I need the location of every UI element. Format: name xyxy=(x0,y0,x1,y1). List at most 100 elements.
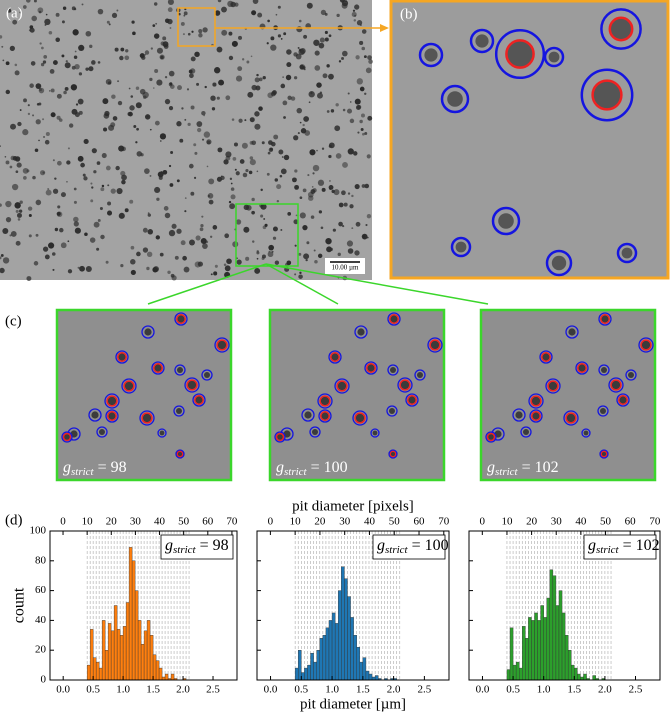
pit xyxy=(103,113,110,119)
pit xyxy=(366,213,372,219)
x2-tick-label: 0 xyxy=(268,516,274,528)
bar xyxy=(101,620,106,681)
pit xyxy=(85,30,92,37)
pit xyxy=(91,60,96,65)
pit xyxy=(256,73,259,77)
pit xyxy=(364,183,370,189)
pit xyxy=(628,372,634,378)
pit xyxy=(313,249,316,252)
bar xyxy=(331,612,336,681)
pit xyxy=(159,430,165,436)
x-tick-label: 1.0 xyxy=(116,684,130,696)
pit xyxy=(100,187,105,192)
pit xyxy=(342,108,346,112)
pit xyxy=(275,13,278,16)
pit xyxy=(101,153,107,159)
detection-inner xyxy=(591,79,623,111)
pit xyxy=(194,51,200,58)
pit xyxy=(389,408,395,414)
pit xyxy=(203,114,205,117)
pit xyxy=(229,177,233,181)
pit xyxy=(32,114,35,117)
pit xyxy=(130,259,136,265)
pit xyxy=(356,78,363,85)
pit xyxy=(578,364,586,372)
detection xyxy=(173,405,185,417)
pit xyxy=(209,235,213,238)
detection-inner xyxy=(366,363,376,373)
pit xyxy=(52,252,56,256)
pit xyxy=(249,117,255,123)
pit xyxy=(593,81,621,109)
pit xyxy=(27,206,33,211)
pit xyxy=(99,429,105,435)
pit xyxy=(54,227,59,232)
pit xyxy=(2,59,5,62)
detection-inner xyxy=(107,411,117,421)
detection xyxy=(121,378,137,394)
pit xyxy=(263,217,266,220)
pit xyxy=(326,246,332,253)
pit xyxy=(475,34,489,48)
bar xyxy=(316,650,320,681)
pit xyxy=(287,212,292,216)
pit xyxy=(97,218,101,222)
pit xyxy=(29,83,34,88)
symbol: g xyxy=(588,537,596,554)
pit xyxy=(307,191,314,198)
pit xyxy=(17,121,22,127)
pit xyxy=(339,0,345,3)
pit xyxy=(331,353,339,361)
text: = 98 xyxy=(196,537,229,554)
pit xyxy=(23,176,27,180)
pit xyxy=(156,47,163,54)
pit xyxy=(106,20,110,24)
pit xyxy=(61,54,65,58)
pit xyxy=(318,210,323,214)
pit xyxy=(261,141,265,145)
pit xyxy=(160,170,163,173)
pit xyxy=(149,77,153,82)
pit xyxy=(38,10,42,14)
pit xyxy=(272,236,277,240)
pit xyxy=(249,159,256,166)
pit xyxy=(277,434,283,440)
pit xyxy=(4,155,7,158)
detection xyxy=(386,405,398,417)
bar xyxy=(119,635,124,681)
pit xyxy=(299,271,302,274)
pit xyxy=(129,105,135,111)
detection xyxy=(317,393,333,409)
pit xyxy=(0,203,2,207)
pit xyxy=(548,51,560,63)
pit xyxy=(56,115,61,120)
pit xyxy=(66,180,68,183)
pit xyxy=(266,172,270,176)
pit xyxy=(83,176,88,181)
pit xyxy=(73,187,77,191)
pit xyxy=(341,2,348,9)
pit xyxy=(15,170,19,174)
pit xyxy=(39,42,42,45)
pit xyxy=(295,53,302,60)
pit xyxy=(324,12,328,16)
x2-tick-label: 20 xyxy=(106,516,118,528)
detection-inner xyxy=(486,432,496,442)
pit xyxy=(47,242,55,249)
pit xyxy=(236,259,242,265)
detection xyxy=(539,350,553,364)
pit xyxy=(337,252,341,257)
pit xyxy=(26,0,31,3)
x-tick-label: 1.5 xyxy=(567,684,581,696)
pit xyxy=(308,91,315,98)
pit xyxy=(347,148,354,155)
pit xyxy=(153,266,160,272)
pit xyxy=(328,155,331,158)
x-axis-label: pit diameter [µm] xyxy=(300,696,406,712)
pit xyxy=(218,79,225,86)
zoom-image xyxy=(479,308,657,482)
pit xyxy=(359,40,364,45)
pit xyxy=(182,255,187,261)
pit xyxy=(187,32,191,36)
pit xyxy=(356,20,363,26)
